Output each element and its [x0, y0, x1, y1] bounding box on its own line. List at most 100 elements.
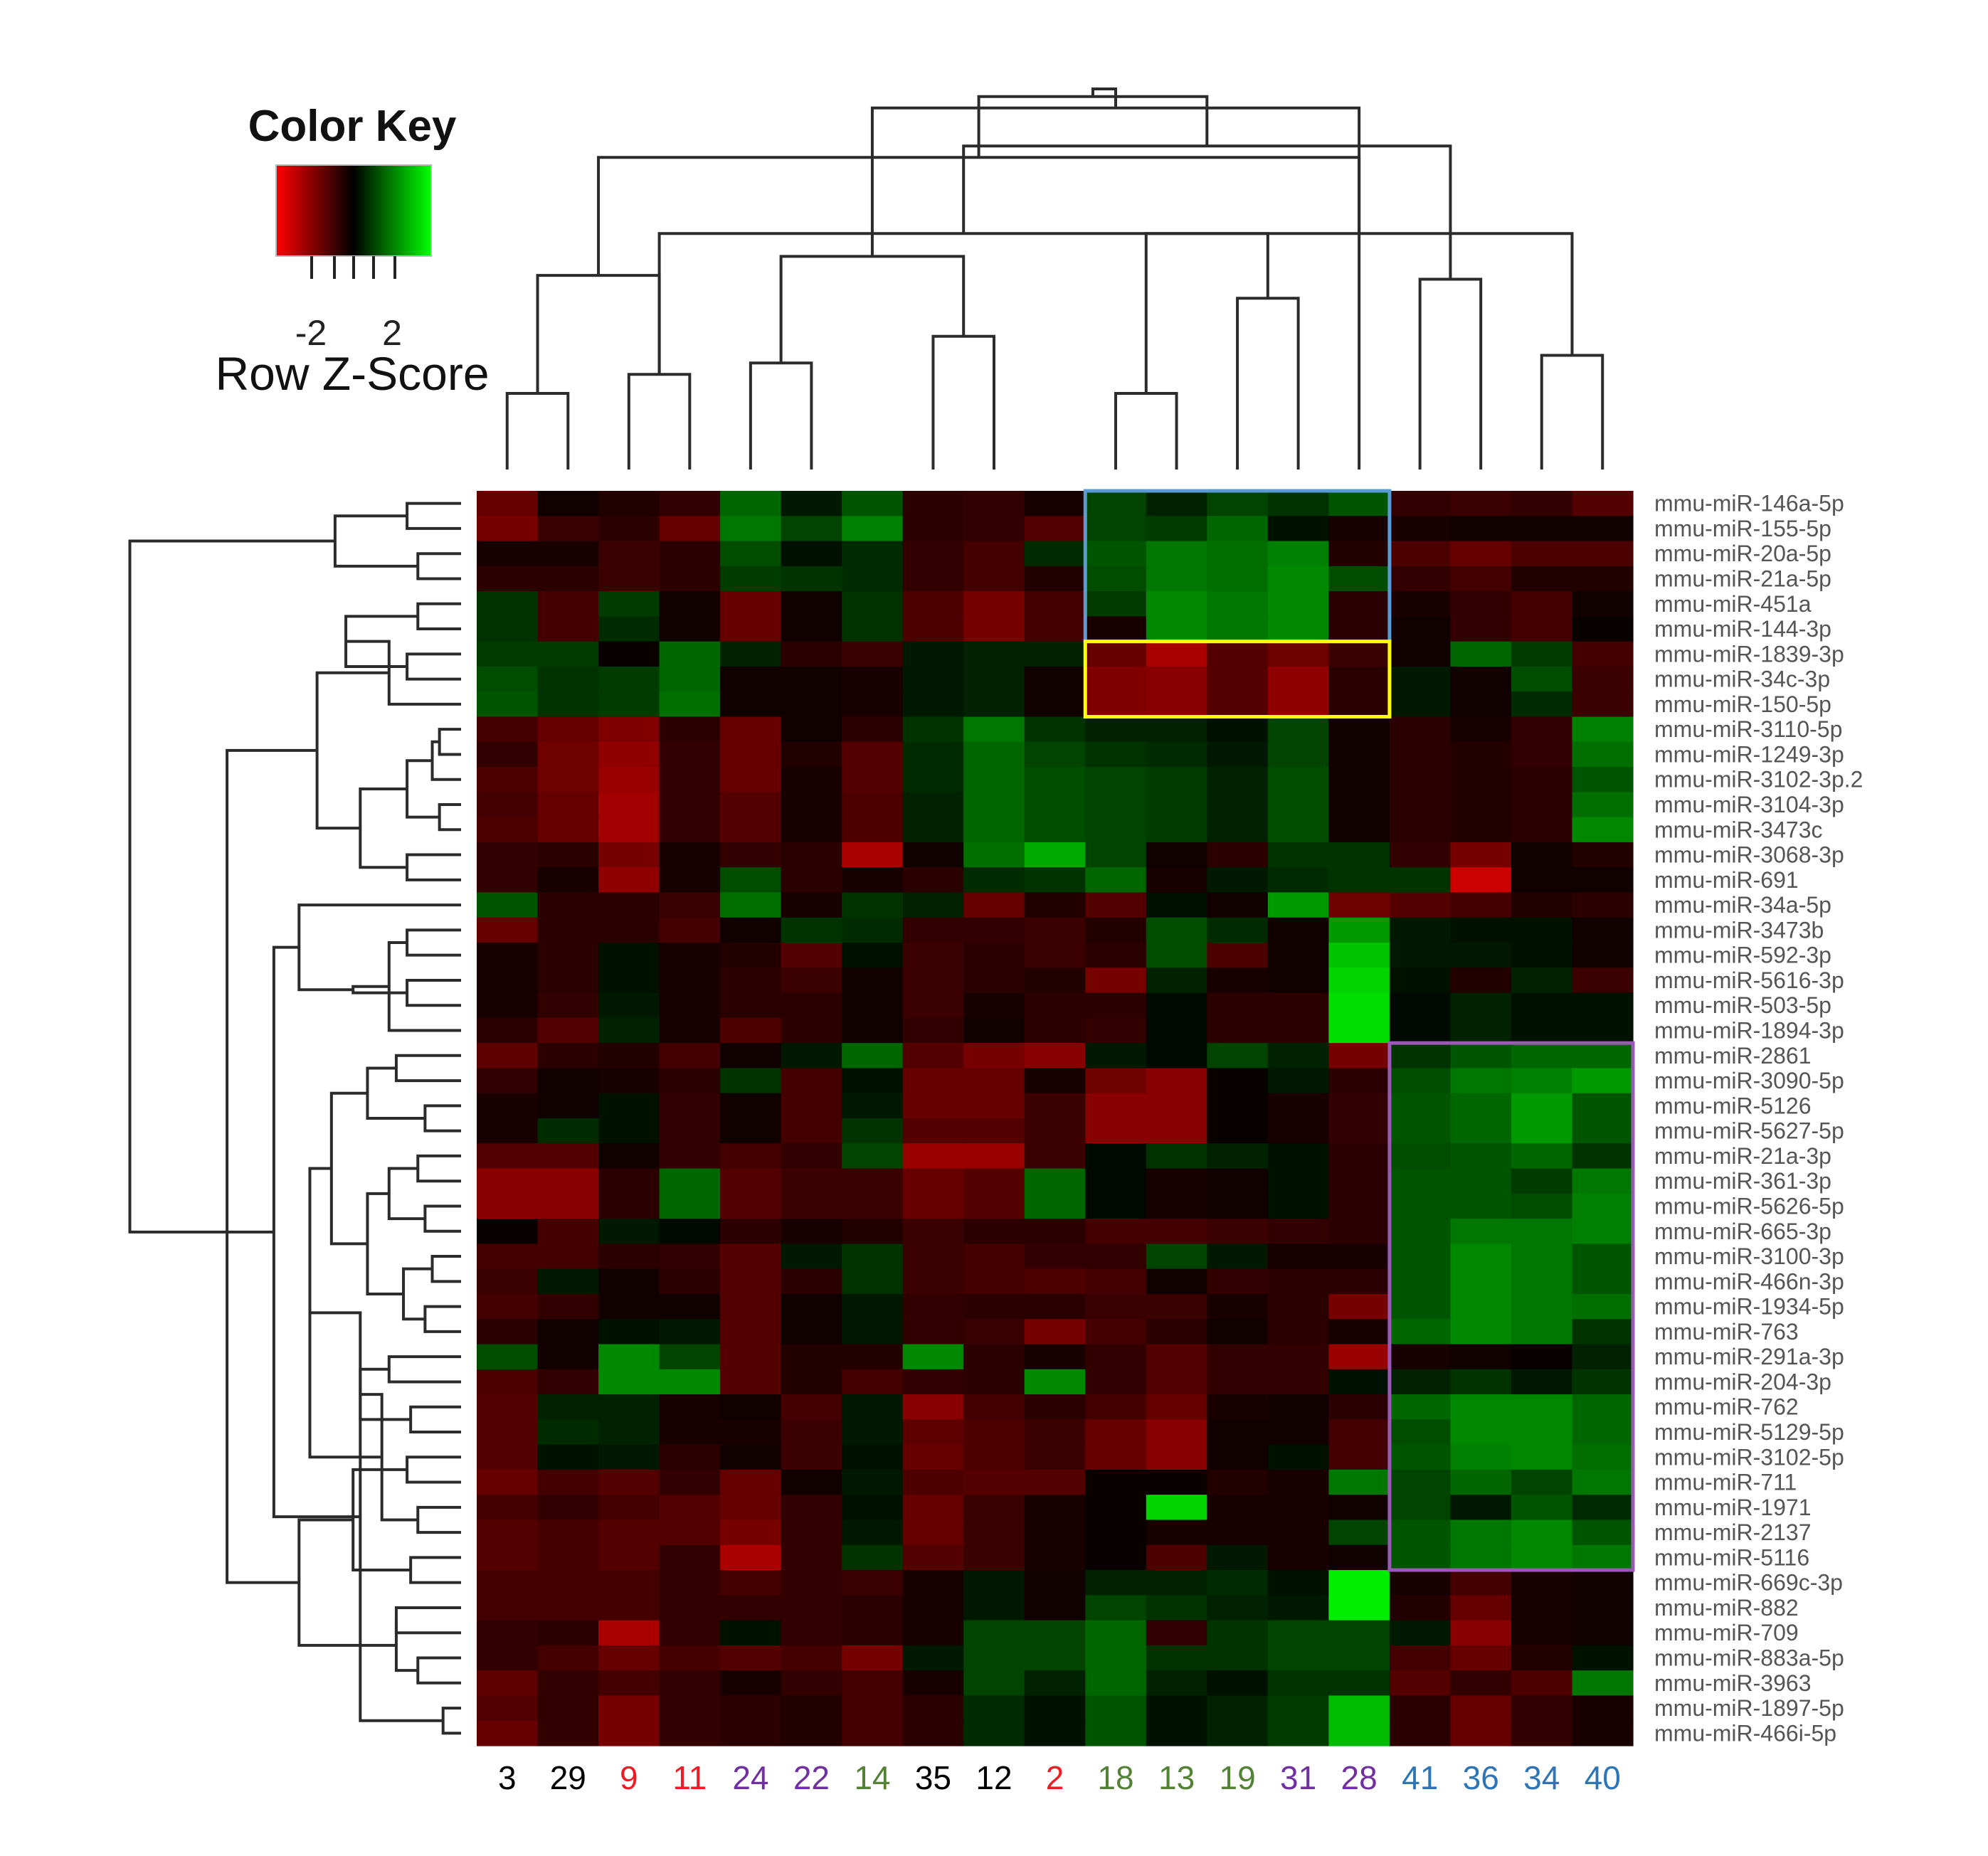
heatmap-cell — [598, 767, 660, 792]
heatmap-cell — [1450, 1645, 1512, 1671]
heatmap-cell — [1450, 666, 1512, 692]
heatmap-cell — [1450, 1293, 1512, 1320]
heatmap-cell — [1085, 516, 1147, 542]
heatmap-cell — [1085, 641, 1147, 667]
heatmap-cell — [1389, 792, 1452, 818]
heatmap-cell — [1085, 1695, 1147, 1722]
heatmap-cell — [1572, 943, 1634, 968]
heatmap-cell — [902, 867, 964, 893]
heatmap-cell — [842, 1219, 904, 1244]
heatmap-cell — [963, 1017, 1025, 1044]
column-label: 18 — [1097, 1759, 1133, 1796]
heatmap-cell — [1146, 1268, 1207, 1295]
heatmap-cell — [477, 1469, 539, 1495]
highlight-box — [1387, 1041, 1635, 1572]
heatmap-cell — [1450, 767, 1512, 792]
heatmap-cell — [1572, 1544, 1634, 1571]
row-label: mmu-miR-5627-5p — [1654, 1118, 1844, 1144]
heatmap-cell — [902, 1193, 964, 1219]
heatmap-cell — [1146, 767, 1207, 792]
heatmap-cell — [1389, 1093, 1452, 1119]
heatmap-cell — [1389, 591, 1452, 617]
heatmap-cell — [963, 1620, 1025, 1646]
heatmap-cell — [1024, 691, 1086, 718]
heatmap-cell — [1085, 943, 1147, 968]
heatmap-cell — [963, 1118, 1025, 1144]
heatmap-cell — [537, 1143, 599, 1170]
heatmap-cell — [963, 817, 1025, 843]
heatmap-cell — [781, 1293, 842, 1320]
heatmap-cell — [1146, 1219, 1207, 1244]
heatmap-cell — [1085, 1369, 1147, 1395]
heatmap-cell — [1146, 1544, 1207, 1571]
heatmap-cell — [1572, 516, 1634, 542]
heatmap-cell — [1328, 1645, 1390, 1671]
heatmap-cell — [598, 666, 660, 692]
heatmap-cell — [1389, 992, 1452, 1019]
dendrogram-branch — [597, 156, 1361, 470]
heatmap-cell — [477, 1344, 539, 1370]
heatmap-cell — [1328, 1369, 1390, 1395]
heatmap-cell — [963, 1670, 1025, 1697]
heatmap-cell — [1267, 1168, 1329, 1194]
heatmap-cell — [1572, 1219, 1634, 1244]
heatmap-cell — [477, 716, 539, 743]
heatmap-cell — [842, 767, 904, 792]
heatmap-cell — [1085, 1645, 1147, 1671]
heatmap-cell — [902, 1419, 964, 1446]
heatmap-cell — [902, 943, 964, 968]
heatmap-cell — [1024, 716, 1086, 743]
heatmap-cell — [1024, 1544, 1086, 1571]
heatmap-cell — [1328, 892, 1390, 918]
heatmap-cell — [963, 1093, 1025, 1119]
heatmap-cell — [477, 1620, 539, 1646]
heatmap-cell — [963, 842, 1025, 868]
heatmap-cell — [1207, 1093, 1269, 1119]
dendrogram-branch — [423, 1305, 461, 1333]
heatmap-cell — [477, 1544, 539, 1571]
heatmap-cell — [720, 1720, 782, 1746]
heatmap-cell — [842, 691, 904, 718]
heatmap-cell — [1511, 616, 1573, 642]
row-label: mmu-miR-3100-3p — [1654, 1243, 1844, 1269]
heatmap-cell — [902, 1670, 964, 1697]
heatmap-cell — [1267, 1419, 1329, 1446]
heatmap-cell — [1328, 716, 1390, 743]
heatmap-cell — [781, 1369, 842, 1395]
dendrogram-branch — [779, 255, 966, 364]
dendrogram-branch — [430, 740, 461, 781]
heatmap-cell — [1207, 1544, 1269, 1571]
heatmap-cell — [1450, 842, 1512, 868]
heatmap-cell — [1572, 1620, 1634, 1646]
dendrogram-branch — [438, 803, 461, 832]
heatmap-cell — [902, 1520, 964, 1546]
heatmap-cell — [477, 1219, 539, 1244]
heatmap-cell — [1085, 1595, 1147, 1621]
heatmap-cell — [477, 1695, 539, 1722]
heatmap-cell — [1450, 1419, 1512, 1446]
heatmap-cell — [1511, 1645, 1573, 1671]
heatmap-cell — [902, 1695, 964, 1722]
heatmap-cell — [781, 1043, 842, 1069]
dendrogram-branch — [359, 787, 408, 869]
heatmap-cell — [1267, 741, 1329, 768]
heatmap-cell — [1207, 1645, 1269, 1671]
heatmap-cell — [781, 992, 842, 1019]
heatmap-cell — [963, 1168, 1025, 1194]
heatmap-cell — [902, 1620, 964, 1646]
heatmap-cell — [1511, 1394, 1573, 1420]
heatmap-cell — [781, 1219, 842, 1244]
heatmap-cell — [720, 641, 782, 667]
heatmap-cell — [537, 1193, 599, 1219]
heatmap-cell — [537, 1068, 599, 1094]
heatmap-cell — [963, 1268, 1025, 1295]
heatmap-cell — [1572, 1268, 1634, 1295]
heatmap-cell — [842, 917, 904, 943]
heatmap-cell — [842, 1118, 904, 1144]
heatmap-cell — [1572, 1444, 1634, 1470]
heatmap-cell — [1146, 1293, 1207, 1320]
heatmap-cell — [902, 566, 964, 592]
heatmap-cell — [598, 792, 660, 818]
heatmap-cell — [1328, 792, 1390, 818]
heatmap-cell — [902, 691, 964, 718]
